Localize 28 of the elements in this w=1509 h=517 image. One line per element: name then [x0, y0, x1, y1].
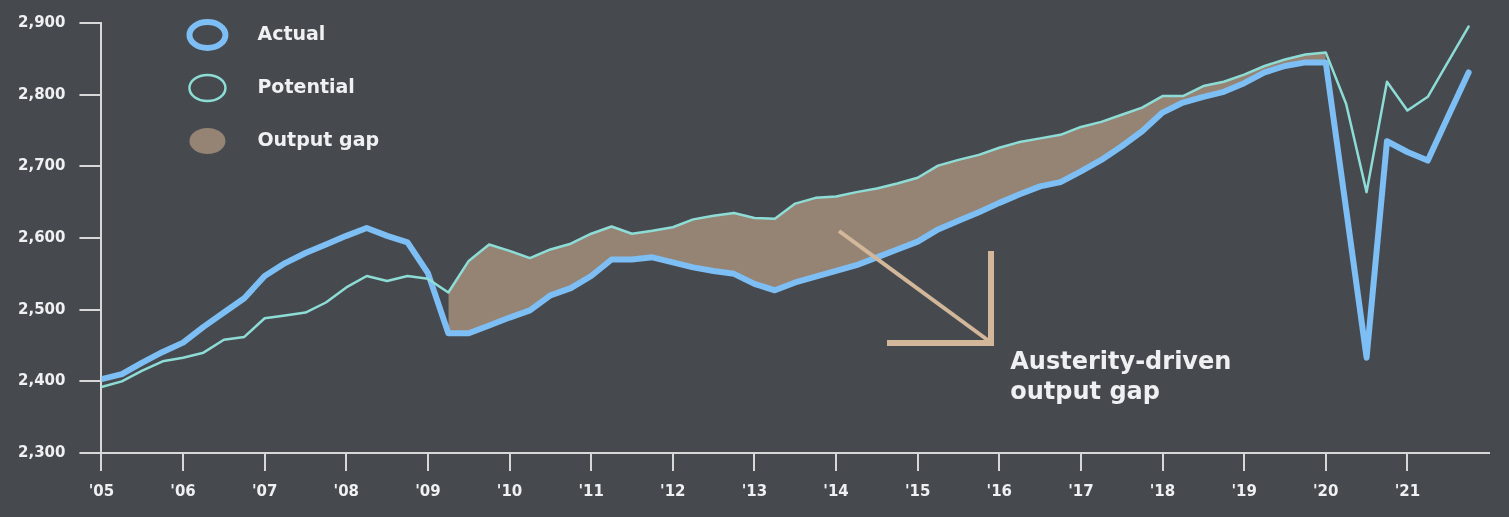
annotation: Austerity-driven output gap: [1010, 345, 1233, 406]
x-tick-label: '08: [333, 481, 360, 500]
y-tick-label: 2,600: [17, 227, 66, 246]
x-tick-label: '14: [823, 481, 849, 500]
x-tick-label: '11: [578, 481, 604, 500]
x-tick-label: '12: [660, 481, 686, 500]
y-tick-label: 2,400: [17, 371, 66, 390]
x-tick-label: '21: [1394, 481, 1421, 500]
x-tick-label: '07: [251, 481, 278, 500]
y-tick-label: 2,700: [17, 156, 66, 175]
legend-label: Potential: [257, 74, 355, 97]
y-tick-label: 2,800: [17, 84, 66, 103]
x-tick-label: '19: [1231, 481, 1257, 500]
x-tick-label: '05: [88, 481, 115, 500]
y-tick-label: 2,300: [17, 442, 66, 461]
x-tick-label: '16: [986, 481, 1013, 500]
x-tick-label: '20: [1313, 481, 1339, 500]
x-tick-label: '18: [1149, 481, 1176, 500]
x-tick-label: '09: [415, 481, 441, 500]
legend-label: Output gap: [257, 127, 380, 150]
x-tick-label: '10: [496, 481, 523, 500]
y-tick-label: 2,500: [17, 299, 66, 318]
x-tick-label: '13: [741, 481, 768, 500]
x-tick-label: '17: [1068, 481, 1094, 500]
y-tick-label: 2,900: [17, 12, 66, 31]
x-tick-label: '15: [904, 481, 931, 500]
legend-label: Actual: [257, 21, 326, 44]
x-tick-label: '06: [170, 481, 196, 500]
